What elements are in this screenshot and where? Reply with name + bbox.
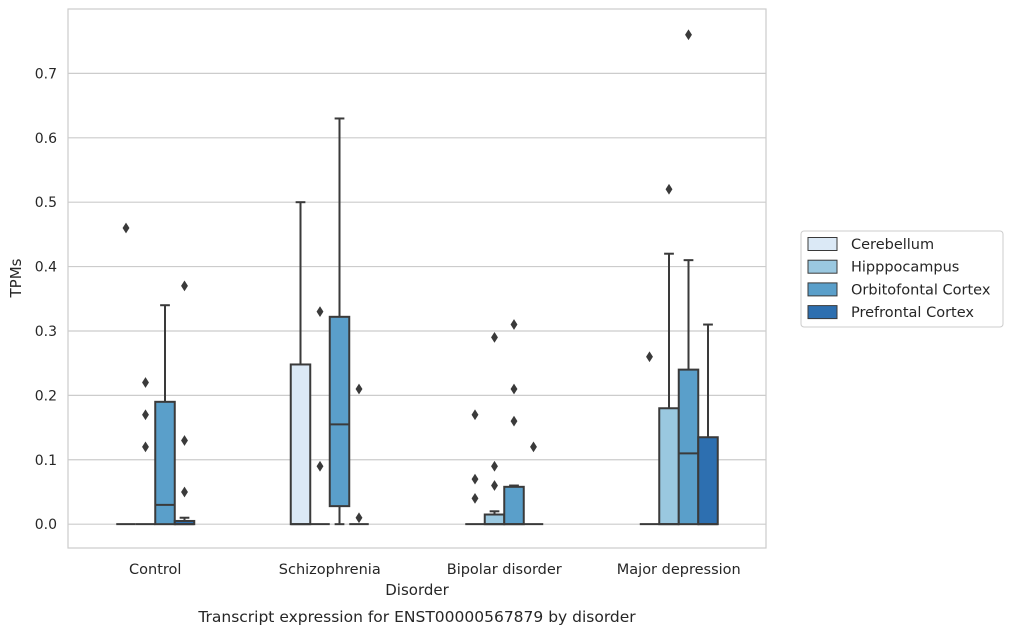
outlier-point [510, 319, 518, 330]
y-tick-label: 0.1 [35, 453, 57, 469]
box-2-2 [503, 319, 525, 526]
y-tick-label: 0.5 [35, 195, 57, 211]
box-1-1 [310, 306, 330, 526]
box-body [154, 400, 176, 526]
box-3-0 [173, 280, 196, 526]
outlier-point [122, 222, 130, 234]
box-body [677, 368, 700, 526]
box-2-1 [328, 117, 351, 526]
box-body [503, 485, 525, 526]
x-axis-ticks: Control Schizophrenia Bipolar disorder Majo… [129, 562, 741, 578]
legend-swatch [807, 282, 838, 297]
outlier-point [685, 29, 692, 41]
outlier-point [471, 409, 479, 421]
legend-label: Orbitofontal Cortex [851, 282, 991, 298]
outlier-point [530, 441, 537, 453]
box-0-3 [639, 351, 660, 526]
y-axis-ticks: 0.0 0.1 0.2 0.3 0.4 0.5 0.6 0.7 [35, 66, 57, 533]
box-0-1 [289, 201, 312, 526]
x-tick-label: Control [129, 562, 181, 578]
box-2-0 [154, 304, 176, 526]
x-tick-label: Major depression [617, 562, 741, 578]
outlier-point [355, 512, 363, 524]
box-body [697, 436, 719, 526]
legend-label: Prefrontal Cortex [851, 305, 974, 321]
outlier-point [510, 383, 518, 395]
y-tick-label: 0.3 [35, 324, 57, 340]
outlier-point [142, 441, 149, 453]
outlier-point [181, 280, 188, 292]
y-tick-label: 0.6 [35, 131, 57, 147]
box-body [658, 407, 680, 526]
outlier-point [316, 460, 324, 472]
legend-swatch [807, 259, 838, 274]
x-tick-label: Bipolar disorder [447, 562, 562, 578]
legend-swatch [807, 237, 838, 251]
box-1-0 [135, 377, 156, 526]
outlier-point [510, 415, 518, 427]
outlier-point [665, 183, 673, 195]
box-body [483, 513, 506, 526]
plot-background [68, 9, 766, 548]
box-body [328, 315, 351, 508]
box-3-1 [349, 383, 369, 526]
box-3-2 [523, 441, 544, 526]
y-tick-label: 0.2 [35, 388, 57, 404]
y-tick-label: 0.4 [35, 260, 57, 276]
outlier-point [491, 480, 498, 491]
outlier-point [646, 351, 653, 363]
box-series [116, 29, 719, 526]
x-tick-label: Schizophrenia [279, 562, 381, 578]
outlier-point [181, 435, 188, 446]
legend-frame [800, 230, 1004, 328]
outlier-point [355, 383, 363, 395]
y-axis-label: TPMs [7, 258, 25, 298]
box-2-3 [677, 29, 700, 526]
chart-caption: Transcript expression for ENST0000056787… [197, 608, 636, 626]
box-1-2 [483, 332, 506, 526]
legend-items: Cerebellum Hipppocampus Orbitofontal Corte… [807, 237, 991, 321]
y-tick-label: 0.0 [35, 517, 57, 533]
box-0-0 [116, 222, 136, 526]
outlier-point [181, 486, 188, 498]
box-body [289, 363, 312, 526]
legend-label: Cerebellum [851, 237, 934, 253]
outlier-point [491, 332, 498, 343]
outlier-point [142, 377, 149, 388]
y-tick-label: 0.7 [35, 66, 57, 82]
outlier-point [142, 409, 149, 421]
outlier-point [316, 306, 324, 318]
legend-label: Hipppocampus [851, 260, 959, 276]
box-0-2 [465, 409, 485, 526]
legend-swatch [807, 305, 838, 320]
outlier-point [471, 493, 479, 504]
outlier-point [491, 460, 498, 472]
outlier-point [471, 473, 479, 485]
plot-frame [67, 8, 767, 549]
legend: Cerebellum Hipppocampus Orbitofontal Corte… [800, 230, 1004, 328]
x-axis-label: Disorder [385, 581, 449, 599]
box-3-3 [697, 323, 719, 526]
